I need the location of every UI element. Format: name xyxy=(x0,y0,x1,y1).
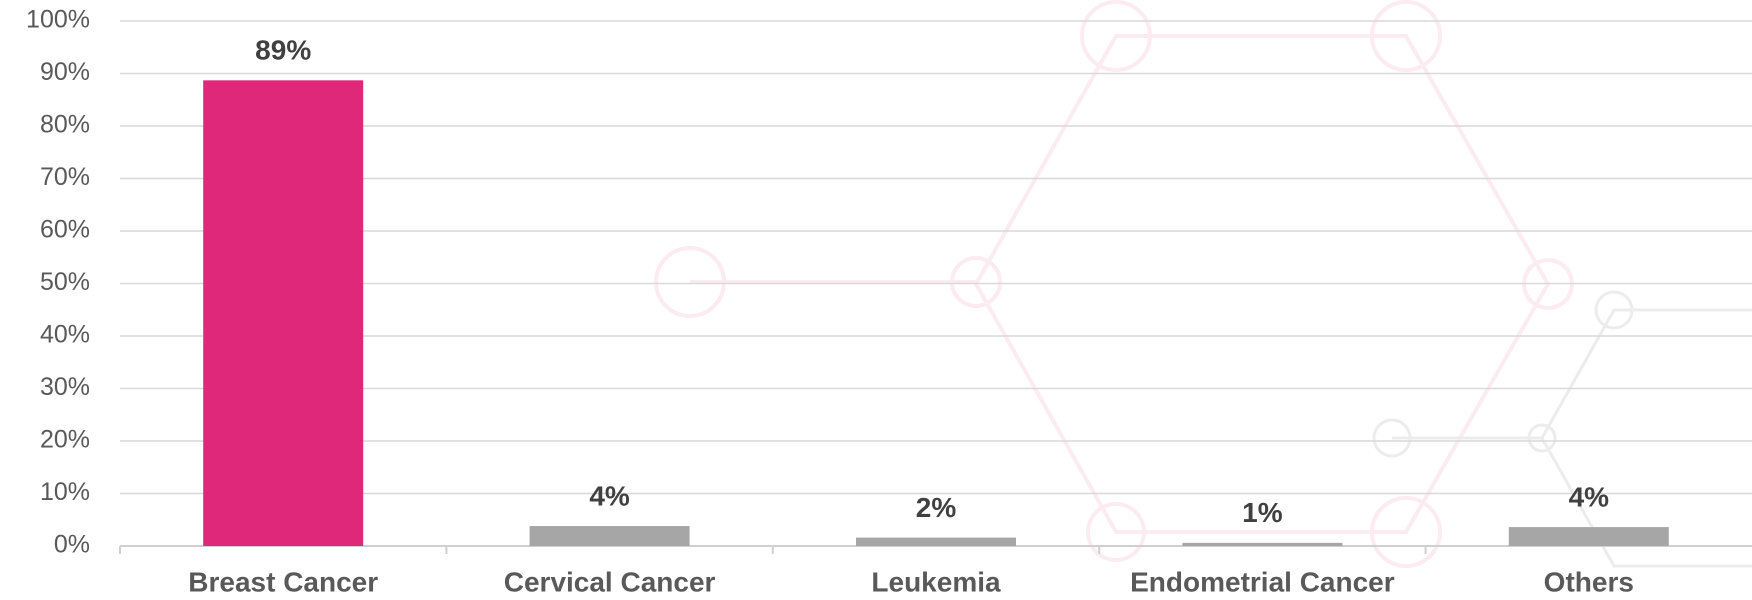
value-label: 2% xyxy=(916,492,957,523)
y-tick-label: 90% xyxy=(40,58,90,86)
bar xyxy=(856,537,1016,546)
y-tick-label: 70% xyxy=(40,163,90,191)
y-tick-label: 0% xyxy=(54,531,90,559)
y-tick-label: 20% xyxy=(40,426,90,454)
y-tick-label: 50% xyxy=(40,268,90,296)
x-tick-label: Endometrial Cancer xyxy=(1130,566,1395,597)
x-tick-label: Breast Cancer xyxy=(188,566,378,597)
x-tick-label: Leukemia xyxy=(871,566,1001,597)
y-tick-label: 10% xyxy=(40,478,90,506)
value-label: 4% xyxy=(1569,481,1610,512)
y-tick-label: 60% xyxy=(40,216,90,244)
y-tick-label: 100% xyxy=(26,6,90,34)
y-tick-label: 30% xyxy=(40,373,90,401)
x-tick-label: Cervical Cancer xyxy=(504,566,716,597)
bar xyxy=(529,526,690,546)
bar xyxy=(1182,542,1343,546)
plot-area: 0% 10% 20% 30% 40% 50% 60% 70% 80% 90% 100% Breast … xyxy=(26,6,1752,597)
bar xyxy=(203,80,364,546)
value-label: 4% xyxy=(589,480,630,511)
bar xyxy=(1508,527,1669,546)
x-tick-label: Others xyxy=(1544,566,1634,597)
value-label: 1% xyxy=(1242,497,1283,528)
y-tick-label: 40% xyxy=(40,321,90,349)
value-label: 89% xyxy=(255,35,311,66)
y-tick-label: 80% xyxy=(40,111,90,139)
